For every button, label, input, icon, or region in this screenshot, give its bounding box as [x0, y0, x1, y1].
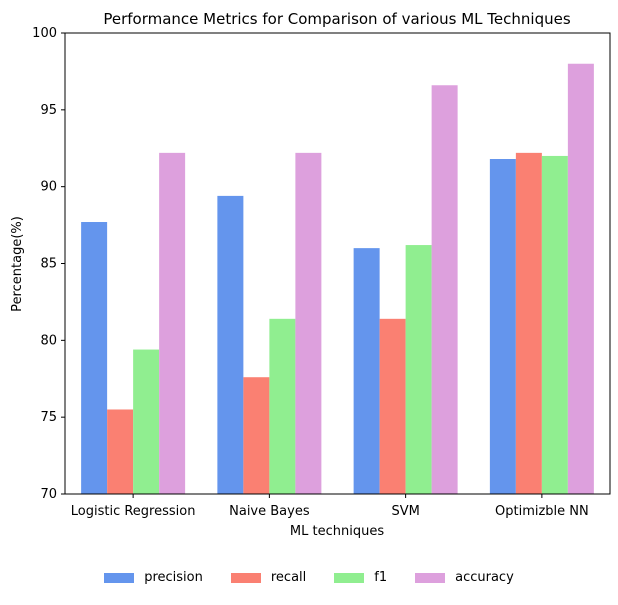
x-axis: Logistic Regression Naive Bayes SVM Optimiz…: [71, 494, 589, 519]
y-axis-label: Percentage(%): [10, 216, 25, 312]
x-tick-label: Optimizble NN: [495, 504, 589, 519]
legend-label: precision: [144, 570, 203, 585]
bar-f1: [541, 155, 568, 494]
bar-f1: [133, 349, 160, 494]
bar-precision: [489, 159, 516, 495]
y-tick-label: 100: [32, 26, 57, 41]
y-tick-label: 90: [40, 180, 57, 195]
chart-title: Performance Metrics for Comparison of va…: [103, 10, 570, 28]
y-tick-label: 85: [40, 257, 57, 272]
bar-recall: [379, 318, 406, 494]
legend-swatch: [415, 572, 446, 583]
y-tick-label: 80: [40, 333, 57, 348]
legend-item-accuracy: accuracy: [415, 570, 514, 585]
bar-chart: Performance Metrics for Comparison of va…: [10, 10, 611, 539]
legend-item-recall: recall: [230, 570, 307, 585]
bar-accuracy: [159, 152, 186, 495]
y-tick-label: 75: [40, 410, 57, 425]
bar-precision: [353, 248, 380, 494]
legend-item-f1: f1: [334, 570, 387, 585]
legend-label: accuracy: [455, 570, 514, 585]
bar-recall: [107, 409, 134, 494]
bar-f1: [405, 245, 432, 494]
bar-accuracy: [431, 85, 458, 494]
y-tick-label: 95: [40, 103, 57, 118]
bar-precision: [81, 222, 108, 494]
x-tick-label: SVM: [391, 504, 419, 519]
bar-f1: [269, 318, 296, 494]
y-axis: 70 75 80 85 90 95 100: [32, 26, 65, 502]
bars-group: [81, 63, 594, 495]
bar-recall: [515, 152, 542, 495]
legend: precision recall f1 accuracy: [0, 570, 618, 585]
bar-accuracy: [295, 152, 322, 495]
legend-label: f1: [374, 570, 388, 585]
legend-item-precision: precision: [104, 570, 203, 585]
legend-swatch: [230, 572, 261, 583]
legend-swatch: [104, 572, 135, 583]
y-tick-label: 70: [40, 487, 57, 502]
legend-label: recall: [270, 570, 307, 585]
legend-swatch: [334, 572, 365, 583]
x-axis-label: ML techniques: [290, 524, 384, 539]
x-tick-label: Logistic Regression: [71, 504, 196, 519]
bar-recall: [243, 377, 270, 494]
bar-precision: [217, 195, 244, 495]
x-tick-label: Naive Bayes: [229, 504, 310, 519]
plot-frame: [64, 32, 611, 495]
bar-accuracy: [567, 63, 594, 494]
